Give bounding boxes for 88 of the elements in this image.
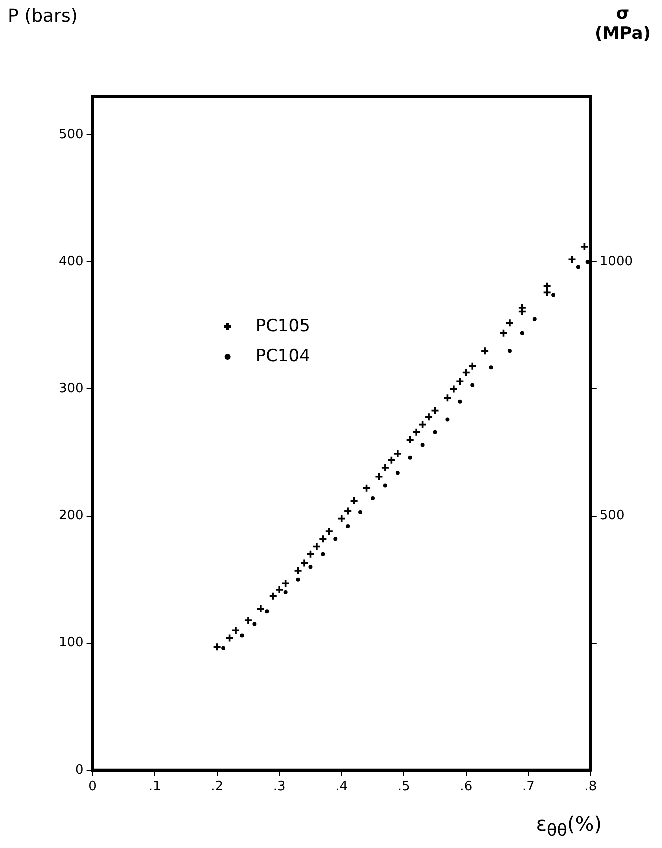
- point: [300, 558, 309, 568]
- x-tick-label: .4: [336, 780, 348, 795]
- point: [334, 537, 338, 542]
- point: [499, 328, 508, 338]
- point: [468, 362, 478, 371]
- point: [346, 524, 350, 528]
- point: [387, 456, 396, 465]
- x-tick-label: .2: [211, 780, 224, 795]
- point: [532, 317, 537, 322]
- point: [370, 496, 375, 500]
- y2-axis-title: σ (MPa): [594, 4, 652, 44]
- point: [281, 579, 290, 588]
- x-tick-label: .3: [273, 780, 286, 795]
- point: [542, 282, 552, 291]
- y2-tick-label: 1000: [600, 254, 634, 270]
- point: [244, 616, 253, 625]
- point: [408, 456, 412, 460]
- x-tick-label: .1: [148, 780, 162, 795]
- point: [312, 542, 322, 552]
- y-tick-label: 500: [58, 127, 84, 142]
- point: [430, 406, 440, 416]
- point: [212, 642, 222, 652]
- point: [275, 586, 284, 594]
- point: [394, 450, 402, 458]
- point: [318, 534, 328, 544]
- point: [222, 646, 226, 650]
- point: [383, 484, 388, 488]
- point: [443, 394, 452, 403]
- point: [321, 552, 326, 556]
- point: [418, 420, 428, 430]
- point: [458, 400, 462, 404]
- point: [337, 514, 346, 524]
- point: [252, 622, 257, 626]
- y-tick-label: 200: [58, 508, 84, 524]
- point: [265, 610, 270, 614]
- point: [412, 428, 421, 437]
- point: [306, 550, 316, 559]
- x-tick-label: .7: [522, 780, 535, 795]
- point: [396, 471, 400, 476]
- y-tick-label: 100: [58, 636, 84, 651]
- point: [240, 634, 244, 638]
- y-tick-label: 400: [58, 254, 84, 270]
- point: [296, 578, 300, 582]
- point: [225, 634, 234, 643]
- point: [462, 368, 471, 378]
- y2-tick-label: 500: [600, 508, 625, 524]
- point: [542, 288, 552, 298]
- point: [456, 377, 465, 386]
- point: [374, 472, 384, 482]
- point: [480, 346, 490, 356]
- point: [232, 626, 240, 636]
- x-axis-title: ε$_{θθ}$(%): [536, 812, 602, 840]
- point: [470, 383, 475, 388]
- point: [325, 527, 334, 536]
- point: [284, 590, 288, 595]
- y-tick-label: 0: [76, 762, 84, 778]
- point: [568, 255, 577, 264]
- point: [294, 566, 303, 576]
- point: [520, 331, 524, 336]
- point: [381, 464, 390, 472]
- point: [268, 592, 278, 601]
- x-tick-label: 0: [88, 780, 97, 795]
- y-axis-title: P (bars): [8, 6, 78, 27]
- point: [350, 496, 359, 506]
- point: [358, 510, 363, 514]
- point: [433, 430, 438, 434]
- point: [489, 366, 494, 370]
- point: [506, 318, 514, 328]
- point: [552, 293, 556, 298]
- point: [362, 484, 372, 493]
- point: [576, 265, 580, 270]
- point: [446, 418, 450, 422]
- point: [344, 506, 352, 516]
- point: [308, 565, 313, 570]
- point: [406, 436, 415, 444]
- x-tick-label: .6: [460, 780, 473, 795]
- x-tick-label: .8: [584, 780, 598, 795]
- point: [424, 412, 434, 422]
- point: [580, 242, 590, 252]
- legend-label: PC104: [256, 346, 310, 366]
- point: [420, 443, 425, 448]
- point: [256, 604, 266, 614]
- y-tick-label: 300: [58, 382, 84, 397]
- point: [586, 260, 590, 264]
- x-tick-label: .5: [398, 780, 410, 795]
- point: [508, 349, 512, 354]
- legend-label: PC105: [256, 316, 310, 336]
- point: [450, 384, 458, 394]
